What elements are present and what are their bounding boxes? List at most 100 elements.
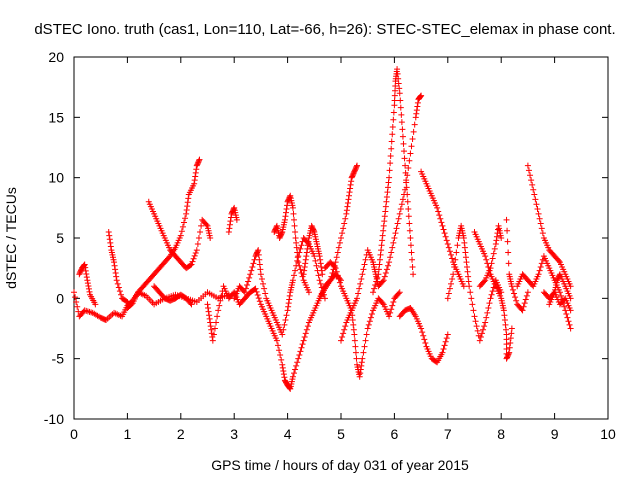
data-point [375,271,382,278]
data-point [255,295,262,302]
data-point [347,185,354,192]
data-point [534,206,541,213]
data-point [524,289,531,296]
data-point [73,298,80,305]
data-point [295,253,302,260]
data-point [446,285,453,292]
data-point [370,289,377,296]
data-point [347,181,354,188]
data-point [124,298,131,305]
data-point [404,191,411,198]
data-point [507,335,514,342]
data-point [389,244,396,251]
data-point [342,323,349,330]
data-point [302,260,309,267]
data-point [300,337,307,344]
data-point [460,235,467,241]
data-point [194,241,201,248]
data-point [294,249,301,256]
data-point [386,259,393,266]
data-point [206,315,213,322]
data-point [253,288,260,295]
data-point [378,242,385,249]
data-point [218,292,225,299]
data-point [501,312,508,319]
data-point [292,366,299,373]
data-point [82,267,89,274]
data-point [493,237,500,244]
data-point [452,256,459,263]
data-point [420,332,427,339]
data-point [84,277,91,284]
data-point [454,242,461,249]
data-point [328,273,335,280]
data-point [394,220,401,227]
data-point [444,241,451,248]
data-point [417,93,424,100]
data-point [409,256,416,263]
data-point [487,265,494,272]
data-point [493,233,500,240]
chart-title: dSTEC Iono. truth (cas1, Lon=110, Lat=-6… [34,21,615,38]
data-point [361,261,368,268]
data-point [506,344,513,351]
data-point [293,244,300,251]
y-axis-label: dSTEC / TECUs [3,187,19,289]
data-point [481,323,488,330]
data-point [252,285,259,292]
data-point [276,347,283,354]
data-point [410,271,417,278]
data-point [398,201,405,208]
data-point [379,232,386,239]
data-point [282,317,289,324]
data-point [296,352,303,359]
data-point [72,294,79,301]
data-point [532,196,539,203]
data-point [488,260,495,267]
data-point [509,286,516,293]
data-point [117,291,124,298]
data-point [352,349,359,356]
data-point [520,303,527,310]
data-point [193,247,200,254]
data-point [256,298,263,305]
data-point [292,267,299,274]
data-point [385,179,392,186]
x-tick-label: 4 [284,426,292,442]
data-point [192,169,199,176]
data-point [116,288,123,295]
data-point [402,169,409,176]
data-point [440,346,447,353]
x-tick-label: 7 [444,426,452,442]
data-point [351,337,358,344]
data-point [407,235,414,241]
data-point [334,249,341,256]
data-point [477,333,484,340]
data-point [247,271,254,278]
data-point [248,267,255,274]
data-point [226,221,233,228]
data-point [227,214,234,221]
data-point [403,184,410,191]
data-point [492,241,499,248]
data-point [387,160,394,167]
y-tick-label: -10 [44,411,64,427]
data-point [435,208,442,215]
data-point [567,283,574,290]
data-point [381,218,388,225]
data-point [372,282,379,289]
data-point [469,301,476,308]
data-point [354,295,361,302]
data-point [503,326,510,333]
data-point [394,70,401,77]
data-point [181,219,188,226]
data-point [500,307,507,314]
data-point [409,263,416,270]
data-point [367,314,374,321]
data-point [298,344,305,351]
data-point [395,75,402,82]
data-point [300,271,307,278]
data-point [187,262,194,269]
data-point [246,274,253,281]
